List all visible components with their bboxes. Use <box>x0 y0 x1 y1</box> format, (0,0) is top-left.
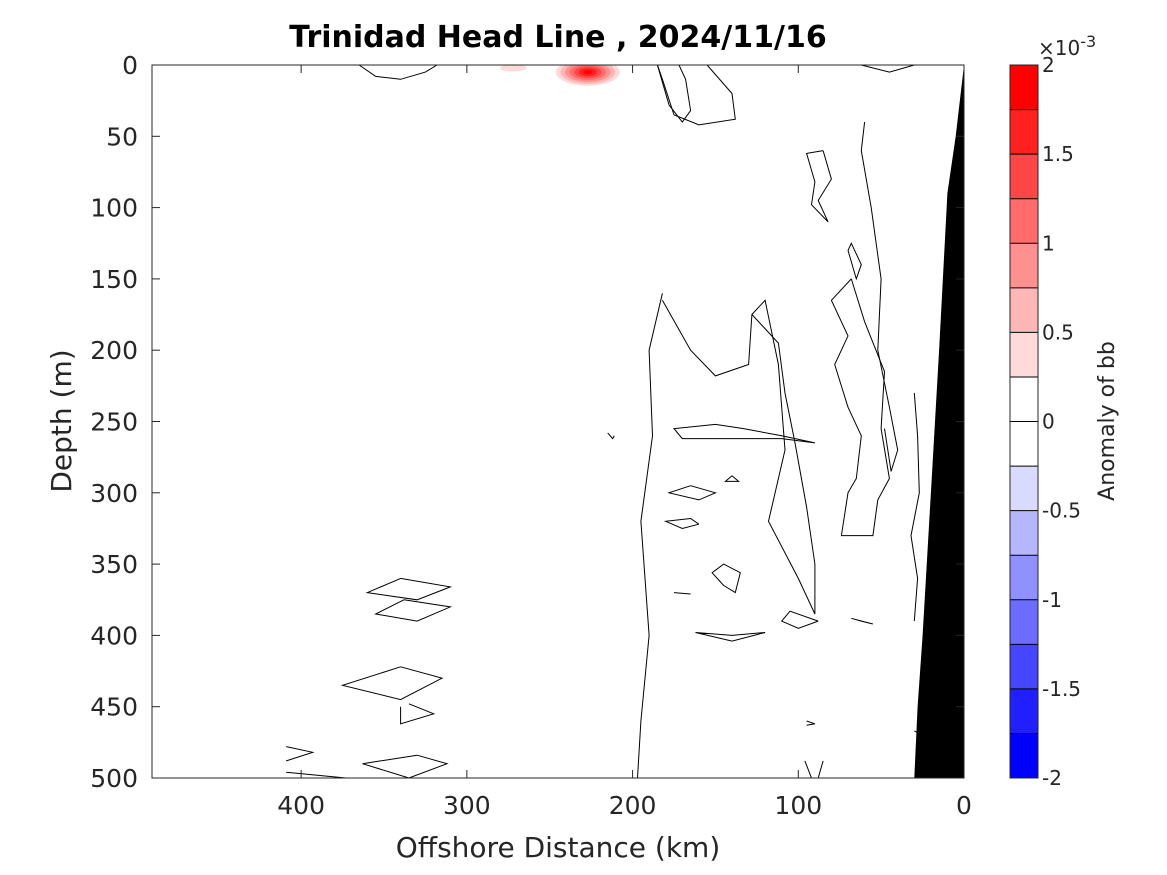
y-tick-label: 350 <box>90 550 138 579</box>
colorbar-tick-label: -1.5 <box>1042 677 1081 701</box>
y-axis: 0 50 100 150 200 250 300 350 400 450 500 <box>90 51 964 793</box>
bathymetry-layer <box>914 65 964 778</box>
contour-line <box>724 475 740 482</box>
contour-line <box>365 577 453 601</box>
colorbar-level <box>1010 65 1038 111</box>
x-tick-label: 0 <box>956 791 972 820</box>
colorbar-tick-label: 1 <box>1042 231 1055 255</box>
contour-line <box>667 485 717 501</box>
contour-line <box>817 760 824 778</box>
colorbar-exponent-power: -3 <box>1080 32 1096 51</box>
contour-line <box>711 563 741 594</box>
contour-line <box>362 754 449 778</box>
anomaly-blob <box>925 228 943 244</box>
colorbar-tick-label: 2 <box>1042 53 1055 77</box>
y-tick-label: 200 <box>90 336 138 365</box>
contour-line <box>637 293 663 778</box>
colorbar-level <box>1010 555 1038 601</box>
y-tick-label: 500 <box>90 764 138 793</box>
y-tick-label: 300 <box>90 479 138 508</box>
contour-line <box>286 746 315 762</box>
colorbar <box>1010 65 1038 779</box>
colorbar-label: Anomaly of bb <box>1095 341 1120 501</box>
colorbar-level <box>1010 688 1038 734</box>
colorbar-tick-label: -1 <box>1042 588 1062 612</box>
x-tick-label: 100 <box>774 791 822 820</box>
x-axis-label: Offshore Distance (km) <box>396 831 721 864</box>
y-tick-label: 100 <box>90 194 138 223</box>
contour-line <box>656 65 736 126</box>
contour-line <box>400 703 436 725</box>
contour-line <box>673 592 691 595</box>
contour-line <box>780 610 819 629</box>
y-tick-label: 0 <box>122 51 138 80</box>
colorbar-level <box>1010 421 1038 467</box>
contour-line <box>695 632 766 642</box>
y-tick-label: 150 <box>90 265 138 294</box>
contour-line <box>851 617 874 625</box>
colorbar-tick-label: 0.5 <box>1042 320 1074 344</box>
contour-line <box>374 599 453 622</box>
anomaly-blob <box>583 70 593 75</box>
colorbar-level <box>1010 733 1038 779</box>
anomaly-layer <box>486 65 945 626</box>
colorbar-level <box>1010 599 1038 645</box>
y-tick-label: 400 <box>90 621 138 650</box>
contour-line <box>806 720 816 726</box>
colorbar-level <box>1010 510 1038 556</box>
colorbar-level <box>1010 198 1038 244</box>
plot-area <box>152 65 964 778</box>
contour-line <box>340 666 444 701</box>
contour-line <box>656 65 692 123</box>
x-tick-label: 200 <box>609 791 657 820</box>
chart-title: Trinidad Head Line , 2024/11/16 <box>289 20 826 55</box>
colorbar-exponent: ×10-3 <box>1038 32 1096 60</box>
x-tick-label: 400 <box>277 791 325 820</box>
colorbar-ticks: 2 1.5 1 0.5 0 -0.5 -1 -1.5 -2 <box>1042 53 1081 790</box>
contour-line <box>847 242 862 281</box>
contour-line <box>805 150 832 223</box>
colorbar-level <box>1010 466 1038 512</box>
seafloor-bathymetry <box>914 65 964 778</box>
colorbar-level <box>1010 109 1038 155</box>
x-axis: 400 300 200 100 0 <box>277 65 972 820</box>
y-tick-label: 450 <box>90 693 138 722</box>
y-tick-label: 250 <box>90 408 138 437</box>
colorbar-exponent-base: ×10 <box>1038 36 1080 60</box>
contour-line <box>860 121 899 472</box>
colorbar-tick-label: -0.5 <box>1042 499 1081 523</box>
contour-line <box>286 771 346 778</box>
colorbar-tick-label: -2 <box>1042 766 1062 790</box>
contour-line <box>861 65 915 73</box>
contour-line <box>358 65 438 80</box>
colorbar-level <box>1010 154 1038 200</box>
y-tick-label: 50 <box>106 122 138 151</box>
colorbar-level <box>1010 243 1038 289</box>
zero-contours <box>286 65 923 778</box>
colorbar-level <box>1010 332 1038 378</box>
colorbar-tick-label: 0 <box>1042 410 1055 434</box>
contour-line <box>910 392 920 622</box>
contour-line <box>661 299 816 615</box>
anomaly-blob <box>917 298 945 339</box>
y-axis-label: Depth (m) <box>45 349 78 492</box>
contour-line <box>607 432 615 440</box>
contour-line <box>830 278 890 537</box>
contour-line <box>804 760 812 778</box>
contour-line <box>663 517 700 530</box>
colorbar-tick-label: 1.5 <box>1042 142 1074 166</box>
anomaly-blob <box>909 616 926 626</box>
contour-line <box>673 423 816 444</box>
x-tick-label: 300 <box>443 791 491 820</box>
colorbar-level <box>1010 376 1038 422</box>
anomaly-blob <box>500 65 527 72</box>
colorbar-level <box>1010 644 1038 690</box>
colorbar-frame <box>1009 64 1039 779</box>
colorbar-level <box>1010 287 1038 333</box>
